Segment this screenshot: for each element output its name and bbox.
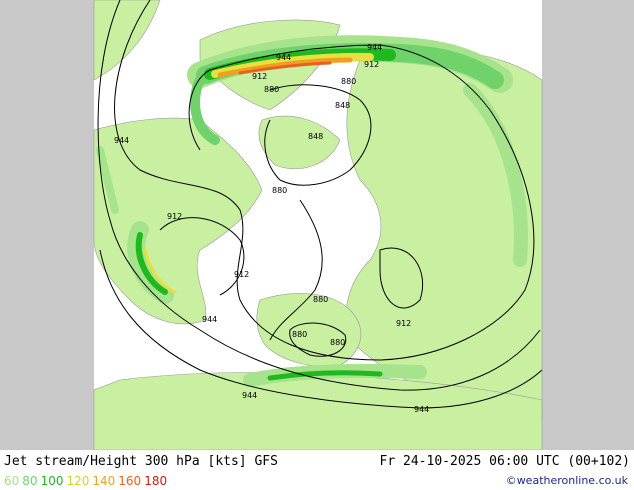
contour-label: 944 bbox=[202, 315, 217, 324]
contour-label: 880 bbox=[264, 85, 279, 94]
legend-item: 180 bbox=[144, 474, 168, 488]
map-footer: Jet stream/Height 300 hPa [kts] GFS Fr 2… bbox=[0, 450, 634, 490]
contour-label: 944 bbox=[276, 53, 291, 62]
contour-label: 880 bbox=[272, 186, 287, 195]
legend-item: 160 bbox=[118, 474, 142, 488]
legend-item: 120 bbox=[66, 474, 90, 488]
contour-label: 912 bbox=[167, 212, 182, 221]
contour-label: 880 bbox=[292, 330, 307, 339]
contour-label: 944 bbox=[414, 405, 429, 414]
contour-label: 880 bbox=[330, 338, 345, 347]
contour-label: 848 bbox=[308, 132, 323, 141]
valid-time: Fr 24-10-2025 06:00 UTC (00+102) bbox=[379, 454, 630, 469]
contour-label: 880 bbox=[313, 295, 328, 304]
height-contours bbox=[97, 0, 543, 409]
contour-label: 944 bbox=[367, 43, 382, 52]
contour-label: 880 bbox=[341, 77, 356, 86]
contour-label: 912 bbox=[252, 72, 267, 81]
land-masses bbox=[93, 0, 543, 450]
map-title: Jet stream/Height 300 hPa [kts] GFS bbox=[4, 454, 278, 469]
jet-stream-map: 944 944 912 880 912 848 848 880 944 912 … bbox=[0, 0, 634, 450]
legend-item: 60 bbox=[4, 474, 20, 488]
contour-label: 944 bbox=[114, 136, 129, 145]
contour-label: 912 bbox=[396, 319, 411, 328]
credit-link[interactable]: ©weatheronline.co.uk bbox=[505, 474, 628, 487]
contour-labels: 944 944 912 880 912 848 848 880 944 912 … bbox=[114, 43, 429, 414]
wind-speed-legend: 60 80 100 120 140 160 180 bbox=[4, 474, 170, 488]
legend-item: 140 bbox=[92, 474, 116, 488]
legend-item: 100 bbox=[40, 474, 64, 488]
contour-label: 944 bbox=[242, 391, 257, 400]
contour-label: 912 bbox=[364, 60, 379, 69]
contour-label: 848 bbox=[335, 101, 350, 110]
legend-item: 80 bbox=[22, 474, 38, 488]
contour-label: 912 bbox=[234, 270, 249, 279]
